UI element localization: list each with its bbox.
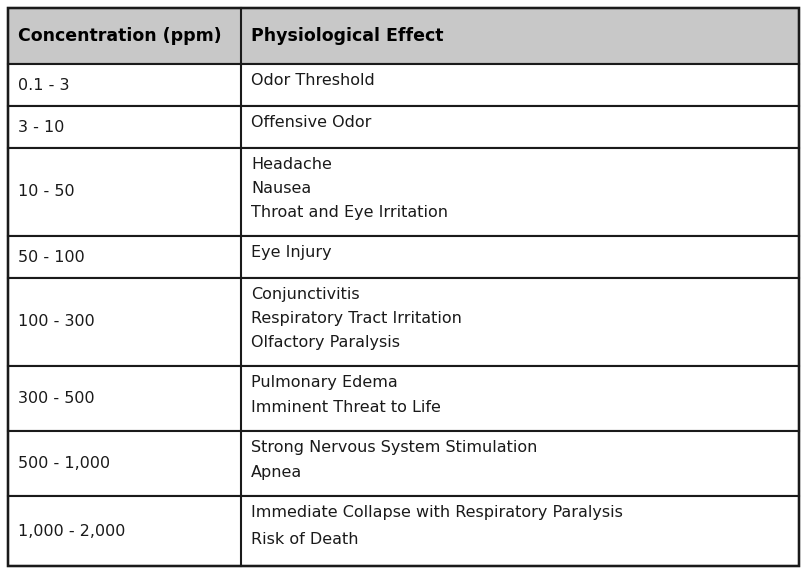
Text: Conjunctivitis: Conjunctivitis — [251, 286, 360, 301]
Text: 1,000 - 2,000: 1,000 - 2,000 — [18, 523, 125, 538]
Text: 10 - 50: 10 - 50 — [18, 184, 74, 200]
Text: Throat and Eye Irritation: Throat and Eye Irritation — [251, 205, 448, 220]
Bar — [8, 64, 799, 106]
Text: Apnea: Apnea — [251, 465, 303, 480]
Text: 300 - 500: 300 - 500 — [18, 391, 94, 406]
Text: Olfactory Paralysis: Olfactory Paralysis — [251, 335, 400, 351]
Text: Physiological Effect: Physiological Effect — [251, 27, 444, 45]
Text: 50 - 100: 50 - 100 — [18, 250, 85, 265]
Text: Eye Injury: Eye Injury — [251, 245, 332, 260]
Text: Headache: Headache — [251, 157, 332, 172]
Text: Odor Threshold: Odor Threshold — [251, 73, 374, 88]
Text: Offensive Odor: Offensive Odor — [251, 115, 371, 130]
Text: 3 - 10: 3 - 10 — [18, 119, 65, 134]
Bar — [8, 496, 799, 566]
Text: 500 - 1,000: 500 - 1,000 — [18, 456, 110, 471]
Bar — [8, 148, 799, 236]
Bar — [8, 366, 799, 431]
Text: 0.1 - 3: 0.1 - 3 — [18, 77, 69, 92]
Text: Strong Nervous System Stimulation: Strong Nervous System Stimulation — [251, 440, 537, 455]
Text: Imminent Threat to Life: Imminent Threat to Life — [251, 400, 441, 415]
Bar — [8, 278, 799, 366]
Bar — [8, 236, 799, 278]
Bar — [8, 431, 799, 496]
Text: Concentration (ppm): Concentration (ppm) — [18, 27, 222, 45]
Text: Nausea: Nausea — [251, 181, 312, 196]
Text: Respiratory Tract Irritation: Respiratory Tract Irritation — [251, 311, 462, 326]
Text: Pulmonary Edema: Pulmonary Edema — [251, 375, 398, 390]
Text: Risk of Death: Risk of Death — [251, 532, 358, 548]
Bar — [8, 8, 799, 64]
Text: Immediate Collapse with Respiratory Paralysis: Immediate Collapse with Respiratory Para… — [251, 506, 623, 521]
Bar — [8, 106, 799, 148]
Text: 100 - 300: 100 - 300 — [18, 315, 94, 329]
